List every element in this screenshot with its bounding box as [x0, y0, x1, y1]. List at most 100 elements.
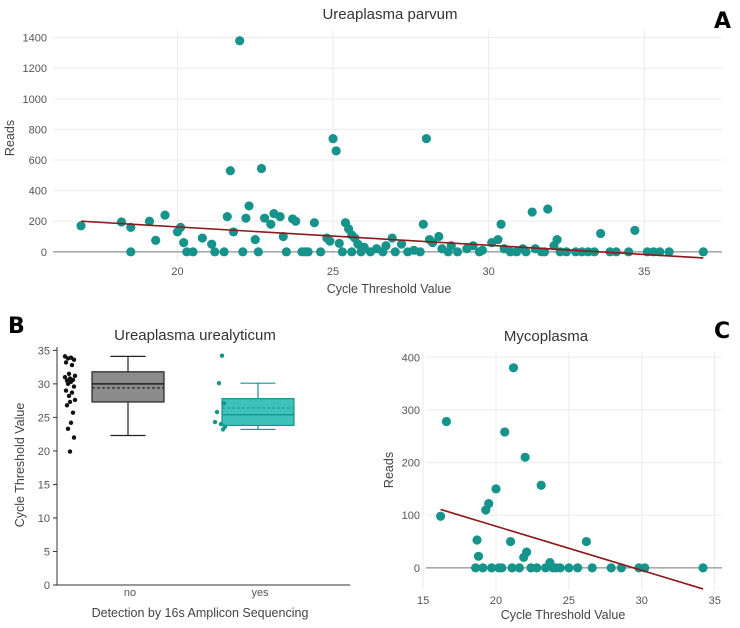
- data-point: [116, 217, 127, 227]
- panel-c-mycoplasma: 15 20 25 30 35 0 100 200 300 400 Mycoplasma Cycl…: [382, 319, 730, 622]
- data-point: [316, 247, 326, 257]
- y-tick-label: 400: [402, 352, 420, 364]
- jitter-point-no: [62, 374, 68, 380]
- x-tick-label: 20: [171, 266, 183, 278]
- data-point: [473, 551, 484, 561]
- jitter-point-no: [66, 393, 72, 399]
- data-point: [309, 218, 319, 228]
- panel-c-letter: C: [714, 319, 730, 344]
- panel-c-points: [435, 363, 708, 573]
- data-point: [259, 213, 270, 223]
- data-point: [303, 247, 313, 257]
- x-tick-label: 35: [709, 595, 721, 607]
- data-point: [470, 563, 481, 573]
- data-point: [521, 247, 531, 257]
- jitter-point-yes: [220, 427, 226, 432]
- data-point: [508, 363, 519, 373]
- jitter-point-yes: [221, 401, 227, 406]
- data-point: [655, 247, 665, 257]
- panel-c-title: Mycoplasma: [504, 328, 589, 345]
- panel-b-title: Ureaplasma urealyticum: [114, 327, 276, 344]
- x-tick-label-yes: yes: [251, 587, 269, 599]
- data-point: [235, 36, 245, 46]
- y-tick-label: 800: [29, 124, 47, 136]
- data-point: [493, 234, 503, 245]
- data-point: [334, 238, 344, 249]
- data-point: [126, 247, 136, 257]
- jitter-point-no: [65, 381, 71, 387]
- panel-a-x-ticks: 20 25 30 35: [171, 266, 650, 278]
- jitter-point-no: [64, 378, 70, 383]
- jitter-point-no: [71, 435, 77, 440]
- data-point: [253, 247, 263, 257]
- data-point: [472, 535, 482, 545]
- y-tick-label: 1400: [23, 33, 47, 45]
- data-point: [624, 247, 634, 257]
- jitter-point-no: [69, 390, 75, 395]
- x-tick-label: 25: [327, 266, 339, 278]
- y-tick-label: 400: [29, 186, 47, 198]
- data-point: [250, 234, 260, 245]
- data-point: [561, 247, 572, 257]
- x-tick-label: 30: [483, 266, 495, 278]
- data-point: [219, 247, 229, 257]
- y-tick-label: 300: [402, 405, 420, 417]
- data-point: [266, 219, 276, 229]
- panel-c-x-ticks: 15 20 25 30 35: [417, 595, 721, 607]
- panel-b-y-ticks: 0 5 10 15 20 25 30 35: [38, 345, 57, 592]
- jitter-point-no: [70, 410, 76, 415]
- x-tick-label-no: no: [124, 587, 136, 599]
- data-point: [491, 484, 501, 494]
- data-point: [347, 247, 357, 257]
- jitter-point-no: [72, 397, 78, 403]
- data-point: [151, 235, 161, 245]
- data-point: [478, 563, 488, 573]
- y-tick-label: 1000: [23, 94, 47, 106]
- data-point: [611, 247, 621, 257]
- y-tick-label: 15: [38, 479, 50, 491]
- panel-a-ureaplasma-parvum: 20 25 30 35 0 200 400 600 800 1000 1200 1400 Ureap…: [3, 6, 731, 296]
- panel-b-boxplots: [91, 355, 295, 437]
- data-point: [520, 452, 530, 462]
- data-point: [197, 233, 207, 243]
- data-point: [387, 233, 397, 243]
- data-point: [564, 563, 574, 573]
- jitter-point-no: [69, 362, 75, 368]
- data-point: [532, 563, 542, 573]
- data-point: [337, 247, 347, 257]
- y-tick-label: 20: [38, 446, 50, 458]
- panel-a-title: Ureaplasma parvum: [322, 6, 457, 23]
- data-point: [256, 163, 267, 174]
- jitter-point-no: [71, 357, 77, 362]
- data-point: [160, 210, 170, 220]
- data-point: [76, 221, 86, 231]
- data-point: [396, 239, 407, 249]
- jitter-point-no: [63, 360, 69, 365]
- panel-b-ureaplasma-urealyticum: 0 5 10 15 20 25 30 35 no yes Ureaplasma urealyti…: [8, 314, 350, 620]
- data-point: [587, 563, 597, 573]
- data-point: [507, 563, 517, 573]
- data-point: [421, 134, 431, 144]
- data-point: [698, 247, 708, 257]
- data-point: [291, 216, 301, 226]
- data-point: [573, 563, 583, 573]
- y-tick-label: 600: [29, 155, 47, 167]
- y-tick-label: 200: [402, 458, 420, 470]
- panel-b-x-label: Detection by 16s Amplicon Sequencing: [92, 606, 309, 620]
- data-point: [505, 536, 516, 547]
- data-point: [244, 201, 254, 211]
- data-point: [434, 231, 444, 242]
- jitter-point-no: [72, 373, 78, 379]
- data-point: [500, 427, 510, 437]
- data-point: [325, 236, 335, 246]
- panel-c-y-ticks: 0 100 200 300 400: [402, 352, 420, 575]
- data-point: [381, 241, 391, 251]
- panel-a-y-label: Reads: [3, 120, 17, 156]
- jitter-point-yes: [219, 353, 225, 358]
- data-point: [630, 225, 640, 236]
- panel-a-x-label: Cycle Threshold Value: [327, 282, 452, 296]
- panel-a-points: [76, 36, 708, 257]
- data-point: [664, 247, 674, 257]
- data-point: [144, 216, 155, 226]
